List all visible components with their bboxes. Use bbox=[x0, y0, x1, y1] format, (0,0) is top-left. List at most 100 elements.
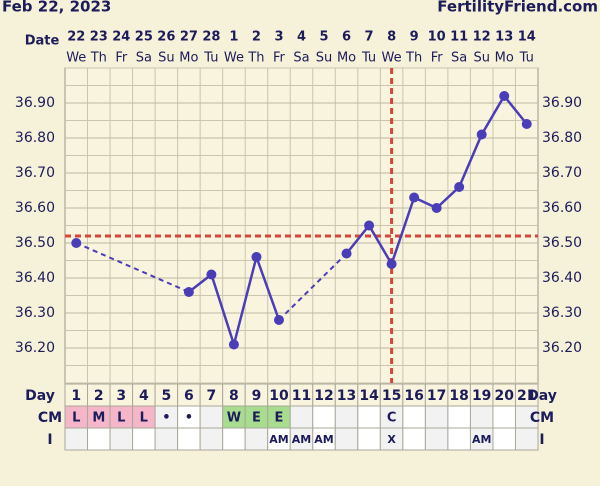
weekday-label: Su bbox=[473, 51, 490, 66]
weekday-label: Th bbox=[405, 51, 422, 66]
day-value: 3 bbox=[116, 388, 126, 404]
cm-value: L bbox=[140, 411, 148, 426]
y-tick-label: 36.50 bbox=[15, 235, 55, 251]
day-value: 11 bbox=[292, 388, 311, 404]
cm-value: C bbox=[387, 411, 397, 426]
i-cell bbox=[492, 427, 516, 451]
y-tick-label: 36.40 bbox=[15, 270, 55, 286]
cm-value: W bbox=[227, 411, 241, 426]
date-label: 14 bbox=[518, 30, 536, 45]
weekday-label: Sa bbox=[136, 51, 152, 66]
date-label: 13 bbox=[495, 30, 513, 45]
date-label: 8 bbox=[387, 30, 396, 45]
cm-label-right: CM bbox=[530, 410, 554, 426]
cm-cell bbox=[469, 405, 494, 429]
day-value: 7 bbox=[207, 388, 217, 404]
y2-tick-label: 36.50 bbox=[542, 235, 582, 251]
cm-cell bbox=[357, 405, 381, 429]
date-label: 4 bbox=[297, 30, 306, 45]
cm-cell bbox=[334, 405, 359, 429]
i-cell bbox=[222, 427, 246, 451]
temp-point bbox=[386, 259, 397, 269]
cm-cell bbox=[312, 405, 336, 429]
i-value: AM bbox=[269, 433, 288, 446]
site-name: FertilityFriend.com bbox=[437, 0, 598, 16]
date-label: 3 bbox=[274, 30, 283, 45]
i-cell bbox=[199, 427, 224, 451]
date-label: 25 bbox=[135, 30, 153, 45]
date-label: 1 bbox=[229, 30, 238, 45]
day-value: 4 bbox=[139, 388, 149, 404]
cm-value: • bbox=[162, 411, 170, 426]
day-value: 20 bbox=[494, 388, 514, 404]
weekday-label: Tu bbox=[203, 51, 218, 66]
date-label: 6 bbox=[342, 30, 351, 45]
cm-cell bbox=[289, 405, 314, 429]
i-cell bbox=[64, 427, 89, 451]
weekday-label: Su bbox=[316, 51, 333, 66]
i-cell bbox=[357, 427, 381, 451]
y2-tick-label: 36.40 bbox=[542, 270, 582, 286]
y2-tick-label: 36.70 bbox=[542, 165, 582, 181]
y-tick-label: 36.90 bbox=[15, 95, 55, 111]
weekday-label: We bbox=[224, 51, 244, 66]
weekday-label: Mo bbox=[337, 51, 356, 66]
cm-cell bbox=[492, 405, 516, 429]
cm-value: L bbox=[117, 411, 125, 426]
weekday-label: Sa bbox=[451, 51, 467, 66]
date-label: 28 bbox=[202, 30, 220, 45]
temp-point bbox=[183, 287, 194, 297]
date-label: 23 bbox=[90, 30, 108, 45]
date-label: Date bbox=[25, 34, 60, 49]
i-cell bbox=[424, 427, 449, 451]
i-label-right: I bbox=[539, 432, 544, 448]
chart-title: Feb 22, 2023 bbox=[2, 0, 111, 16]
i-value: AM bbox=[292, 433, 311, 446]
y-tick-label: 36.70 bbox=[15, 165, 55, 181]
temp-point bbox=[273, 315, 284, 325]
temp-point bbox=[454, 182, 465, 192]
gap-connector bbox=[75, 242, 190, 293]
y-tick-label: 36.60 bbox=[15, 200, 55, 216]
day-value: 10 bbox=[269, 388, 289, 404]
day-value: 1 bbox=[71, 388, 81, 404]
temp-point bbox=[71, 238, 82, 248]
weekday-label: Fr bbox=[115, 51, 128, 66]
cm-label: CM bbox=[38, 410, 62, 426]
day-label: Day bbox=[25, 388, 55, 404]
date-label: 9 bbox=[410, 30, 419, 45]
gap-connector bbox=[278, 252, 348, 321]
day-value: 8 bbox=[229, 388, 239, 404]
weekday-label: Mo bbox=[179, 51, 198, 66]
date-label: 12 bbox=[473, 30, 491, 45]
y-tick-label: 36.30 bbox=[15, 305, 55, 321]
day-label-right: Day bbox=[527, 388, 557, 404]
temp-point bbox=[206, 269, 217, 280]
temp-point bbox=[521, 119, 532, 129]
day-value: 13 bbox=[337, 388, 356, 404]
day-value: 2 bbox=[94, 388, 104, 404]
date-label: 2 bbox=[252, 30, 261, 45]
date-label: 24 bbox=[112, 30, 130, 45]
day-value: 21 bbox=[517, 388, 536, 404]
temp-point bbox=[341, 248, 352, 259]
i-value: AM bbox=[314, 433, 333, 446]
temp-point bbox=[251, 252, 262, 262]
day-value: 12 bbox=[314, 388, 333, 404]
y2-tick-label: 36.90 bbox=[542, 95, 582, 111]
weekday-label: Th bbox=[90, 51, 107, 66]
i-label: I bbox=[47, 432, 52, 448]
weekday-label: Mo bbox=[495, 51, 514, 66]
weekday-label: Tu bbox=[519, 51, 534, 66]
cm-cell bbox=[199, 405, 224, 429]
i-cell bbox=[87, 427, 111, 451]
cm-value: E bbox=[252, 411, 261, 426]
i-cell bbox=[154, 427, 179, 451]
temp-point bbox=[499, 91, 510, 101]
i-cell bbox=[334, 427, 359, 451]
cm-value: L bbox=[72, 411, 80, 426]
day-value: 17 bbox=[427, 388, 446, 404]
weekday-label: Fr bbox=[431, 51, 444, 66]
cm-value: M bbox=[92, 411, 105, 426]
